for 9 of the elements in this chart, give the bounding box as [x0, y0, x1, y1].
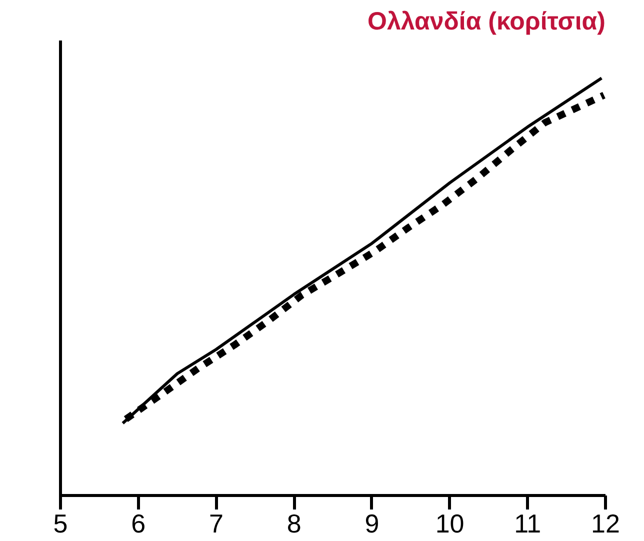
x-tick-label: 6: [131, 508, 146, 538]
x-tick-label: 7: [208, 508, 224, 538]
x-tick-label: 10: [435, 508, 464, 538]
x-tick-label: 8: [286, 508, 302, 538]
x-tick-label: 5: [53, 508, 68, 538]
x-tick-label: 9: [364, 508, 380, 538]
x-tick-label: 11: [514, 508, 542, 538]
x-tick-label: 12: [591, 508, 620, 538]
chart-title: Ολλανδία (κορίτσια): [368, 8, 606, 36]
